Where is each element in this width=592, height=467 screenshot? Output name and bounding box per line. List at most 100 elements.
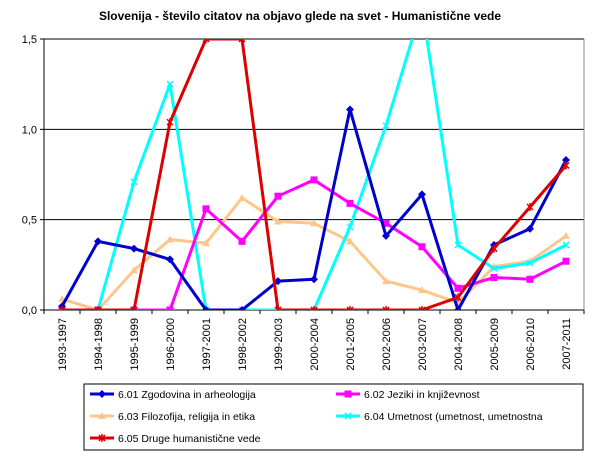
data-point: [454, 293, 462, 302]
x-tick-label: 2006-2010: [525, 318, 537, 371]
x-tick-label: 2004-2008: [453, 318, 465, 371]
legend-item: 6.05 Druge humanistične vede: [90, 433, 261, 445]
data-point: [58, 306, 66, 310]
data-point: [526, 275, 534, 283]
data-point: [238, 193, 246, 201]
data-point: [238, 306, 246, 310]
data-point: [382, 219, 390, 227]
data-point: [454, 306, 462, 310]
series-group: [58, 39, 570, 310]
data-point: [382, 122, 390, 130]
data-point: [166, 235, 174, 243]
series-3: [58, 193, 570, 310]
data-point: [346, 237, 354, 245]
y-tick-label: 0,0: [22, 305, 37, 317]
series-line: [62, 39, 568, 310]
data-point: [202, 306, 210, 310]
data-point: [418, 286, 426, 294]
x-tick-label: 2007-2011: [561, 318, 573, 370]
x-tick-label: 1993-1997: [57, 318, 69, 371]
data-point: [382, 277, 390, 285]
data-point: [346, 105, 354, 114]
x-tick-label: 1994-1998: [93, 318, 105, 371]
data-point: [166, 255, 174, 264]
data-point: [166, 306, 174, 310]
data-point: [346, 223, 354, 231]
series-4: [58, 39, 570, 310]
x-tick-label: 2002-2006: [381, 318, 393, 371]
y-axis: 0,0 0,5 1,0 1,5: [22, 34, 585, 317]
data-point: [526, 259, 534, 267]
legend-item: 6.01 Zgodovina in arheologija: [90, 389, 256, 401]
legend-label: 6.02 Jeziki in književnost: [364, 389, 480, 401]
data-point: [274, 306, 282, 310]
data-point: [346, 306, 354, 310]
data-point: [490, 244, 498, 253]
x-tick-label: 1999-2003: [273, 318, 285, 371]
legend-box: [83, 383, 584, 451]
x-tick-label: 1998-2002: [237, 318, 249, 371]
legend-item: 6.03 Filozofija, religija in etika: [90, 411, 255, 423]
legend: 6.01 Zgodovina in arheologija 6.02 Jeziki…: [83, 383, 584, 451]
legend-item: 6.04 Umetnost (umetnost, umetnostna: [336, 411, 543, 423]
data-point: [490, 264, 498, 272]
x-tick-label: 2000-2004: [309, 318, 321, 371]
data-point: [562, 241, 570, 249]
data-point: [454, 241, 462, 249]
data-point: [382, 231, 390, 240]
legend-label: 6.04 Umetnost (umetnost, umetnostna: [364, 411, 543, 423]
y-tick-label: 1,5: [22, 34, 37, 46]
data-point: [202, 205, 210, 213]
data-point: [526, 224, 534, 233]
data-point: [418, 243, 426, 251]
data-point: [382, 306, 390, 310]
data-point: [202, 239, 210, 247]
data-point: [202, 39, 210, 43]
data-point: [130, 266, 138, 274]
x-tick-label: 2005-2009: [489, 318, 501, 371]
data-point: [274, 277, 282, 286]
data-point: [98, 434, 106, 442]
y-tick-label: 1,0: [22, 124, 37, 136]
x-axis: 1993-1997 1994-1998 1995-1999 1996-2000 1997…: [43, 310, 585, 371]
data-point: [526, 203, 534, 212]
data-point: [344, 390, 352, 398]
data-point: [310, 176, 318, 184]
data-point: [274, 192, 282, 200]
legend-label: 6.01 Zgodovina in arheologija: [118, 389, 256, 401]
legend-label: 6.03 Filozofija, religija in etika: [118, 411, 255, 423]
data-point: [98, 412, 106, 419]
data-point: [166, 80, 174, 88]
data-point: [562, 257, 570, 265]
data-point: [130, 306, 138, 310]
data-point: [310, 219, 318, 227]
data-point: [418, 306, 426, 310]
data-point: [238, 39, 246, 43]
data-point: [310, 275, 318, 284]
data-point: [454, 284, 462, 292]
gridlines: [44, 38, 584, 311]
data-point: [274, 217, 282, 225]
data-point: [310, 306, 318, 310]
data-point: [130, 178, 138, 186]
data-point: [418, 190, 426, 199]
x-tick-label: 1996-2000: [165, 318, 177, 371]
x-tick-label: 2003-2007: [417, 318, 429, 371]
x-tick-label: 1997-2001: [201, 318, 213, 371]
data-point: [94, 237, 102, 246]
data-point: [562, 231, 570, 239]
data-point: [346, 199, 354, 207]
data-point: [94, 306, 102, 310]
data-point: [130, 244, 138, 253]
x-tick-label: 2001-2005: [345, 318, 357, 371]
legend-item: 6.02 Jeziki in književnost: [336, 389, 480, 401]
data-point: [490, 273, 498, 281]
legend-label: 6.05 Druge humanistične vede: [118, 433, 261, 445]
series-line: [62, 39, 567, 310]
data-point: [344, 412, 352, 420]
chart-title: Slovenija - število citatov na objavo gl…: [99, 9, 501, 23]
series-5: [58, 39, 570, 310]
y-tick-label: 0,5: [22, 215, 37, 227]
data-point: [98, 390, 106, 398]
